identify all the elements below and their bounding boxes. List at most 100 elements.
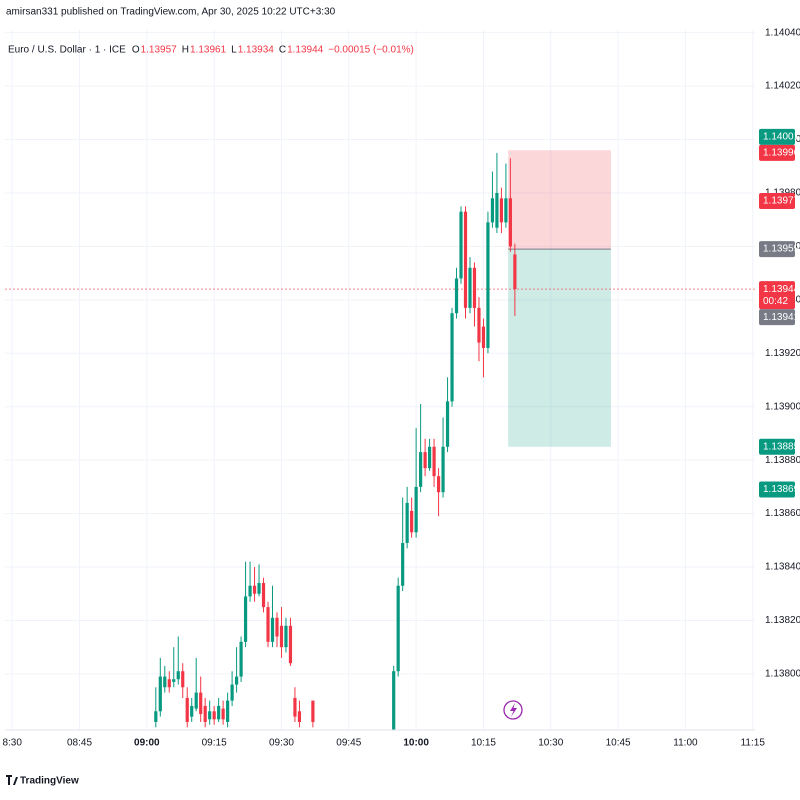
price-tag	[759, 144, 795, 161]
y-tick-label: 1.14040	[765, 27, 800, 38]
candle-body	[248, 585, 252, 597]
price-tag	[759, 481, 795, 498]
candle	[199, 676, 203, 722]
candle-body	[181, 671, 185, 688]
candle	[410, 497, 414, 538]
candle-body	[472, 267, 477, 308]
candle-body	[234, 676, 239, 685]
candle-body	[270, 617, 275, 642]
candle-body	[463, 211, 468, 308]
candle	[230, 671, 234, 706]
price-tag-label: 1.13944	[763, 284, 800, 295]
candle-body	[172, 679, 176, 682]
candle	[275, 612, 279, 648]
candle	[454, 267, 459, 319]
candle	[261, 577, 266, 613]
candle	[396, 577, 400, 677]
candle	[459, 206, 463, 284]
price-tag	[759, 128, 795, 145]
candle	[288, 617, 293, 666]
candle	[208, 700, 212, 725]
candle	[176, 636, 180, 685]
candle	[158, 657, 162, 717]
candle	[481, 318, 486, 378]
price-tag-label: 1.13996	[763, 148, 800, 159]
candle	[212, 705, 216, 725]
candle	[270, 585, 275, 648]
price-tag-label: 1.14001	[763, 132, 800, 143]
y-tick-label: 1.13860	[765, 508, 800, 519]
candle	[427, 438, 432, 471]
candle-body	[486, 222, 490, 348]
change: −0.00015 (−0.01%)	[328, 45, 414, 56]
candle-body	[212, 711, 216, 720]
candle-body	[194, 692, 198, 709]
event-icon	[503, 700, 523, 720]
candle-body	[239, 641, 243, 677]
candle-body	[221, 708, 225, 720]
candle-body	[405, 502, 409, 543]
x-tick-label: 09:45	[336, 738, 361, 749]
candle-body	[252, 585, 257, 594]
ohlc-letter: H	[182, 45, 189, 56]
candle-body	[167, 679, 171, 688]
candle	[405, 486, 409, 549]
candle-body	[243, 596, 248, 642]
candle	[154, 687, 158, 728]
candle-body	[261, 583, 266, 608]
stop-zone	[508, 150, 611, 250]
candle-body	[499, 198, 504, 223]
x-tick-label: 10:00	[403, 738, 429, 749]
candle	[401, 497, 405, 592]
candle	[495, 152, 499, 234]
candle	[185, 687, 189, 728]
candle	[477, 297, 481, 362]
candle-body	[459, 211, 463, 279]
x-tick-label: 08:45	[67, 738, 92, 749]
x-tick-label: 11:15	[741, 738, 766, 749]
candle	[252, 567, 257, 602]
price-tag-label: 1.13869	[763, 484, 800, 495]
x-tick-label: 09:00	[134, 738, 160, 749]
candle-body	[190, 705, 194, 717]
candle-body	[158, 676, 162, 712]
candle	[432, 438, 436, 487]
candle-body	[419, 452, 423, 487]
candle-body	[401, 542, 405, 586]
candle-body	[477, 307, 481, 343]
ohlc-value: 1.13944	[287, 45, 324, 56]
x-tick-label: 8:30	[2, 738, 22, 749]
candle	[279, 607, 284, 658]
candle-body	[432, 446, 436, 477]
candle	[490, 171, 495, 228]
candle-body	[185, 697, 189, 722]
candle-body	[445, 401, 450, 447]
candle	[167, 671, 171, 693]
price-tag	[759, 192, 795, 209]
candle	[297, 700, 302, 728]
candle-body	[504, 198, 508, 223]
candle-body	[199, 692, 203, 714]
candle-body	[266, 607, 270, 642]
candle	[172, 647, 176, 688]
price-tag	[759, 281, 795, 310]
candle-body	[311, 700, 315, 722]
candle	[508, 158, 512, 252]
y-tick-label: 1.14020	[765, 81, 800, 92]
candle	[234, 647, 239, 693]
price-tag-label: 1.13941	[763, 312, 800, 323]
candle	[499, 187, 504, 234]
price-tag	[759, 309, 795, 326]
candle-body	[297, 711, 302, 722]
candle	[248, 561, 252, 602]
candle	[221, 700, 225, 725]
y-tick-label: 1.13900	[765, 401, 800, 412]
candle-body	[423, 452, 427, 469]
candle	[414, 428, 418, 538]
x-tick-label: 10:30	[538, 738, 563, 749]
candle	[194, 657, 198, 712]
candle-body	[414, 486, 418, 533]
candle-body	[410, 510, 414, 533]
price-tag-label: 1.13959	[763, 244, 800, 255]
